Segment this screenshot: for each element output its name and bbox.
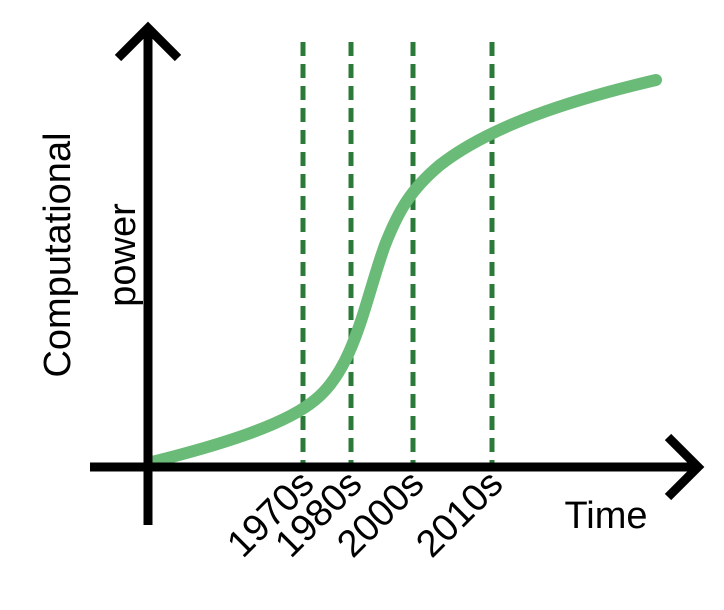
- marker-lines: [300, 42, 495, 467]
- growth-curve: [146, 74, 662, 468]
- y-axis-label-line: Computational: [37, 132, 79, 377]
- x-axis-label: Time: [564, 495, 647, 537]
- y-axis-arrow: [114, 21, 182, 62]
- x-axis-arrow: [664, 433, 705, 501]
- y-axis-label-line: power: [102, 203, 144, 307]
- y-axis-label: Computational power: [37, 132, 144, 377]
- axes: [90, 21, 705, 525]
- marker-label: 2010s: [408, 463, 511, 566]
